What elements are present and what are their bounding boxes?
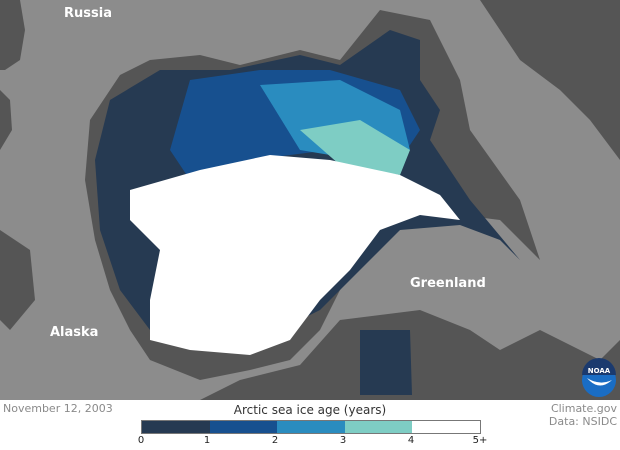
ice-age-3 — [300, 120, 410, 175]
legend-tick: 1 — [203, 435, 211, 446]
legend-tick: 2 — [271, 435, 279, 446]
ice-hudson — [360, 330, 412, 395]
legend-tick: 5+ — [472, 435, 488, 446]
legend-swatch-3-4 — [344, 421, 413, 433]
ocean-left — [0, 0, 35, 330]
label-russia: Russia — [64, 6, 112, 21]
legend-title: Arctic sea ice age (years) — [233, 403, 387, 417]
legend-swatch-1-2 — [209, 421, 278, 433]
ice-age-5plus — [130, 155, 460, 355]
legend-tick: 0 — [137, 435, 145, 446]
legend-swatch-0-1 — [142, 421, 210, 433]
noaa-logo: NOAA — [582, 358, 616, 397]
ocean-right — [480, 0, 620, 160]
legend-swatch-4-5 — [412, 421, 480, 433]
credit-label: Climate.gov — [550, 402, 617, 415]
data-source-label: Data: NSIDC — [548, 415, 617, 428]
svg-text:NOAA: NOAA — [588, 367, 611, 375]
legend-swatch-2-3 — [277, 421, 345, 433]
label-greenland: Greenland — [410, 276, 486, 291]
legend-tick: 4 — [407, 435, 415, 446]
legend-tick: 3 — [339, 435, 347, 446]
legend-color-bar — [141, 420, 481, 434]
arctic-map: NOAA — [0, 0, 620, 400]
date-label: November 12, 2003 — [3, 402, 113, 415]
label-alaska: Alaska — [50, 325, 99, 340]
